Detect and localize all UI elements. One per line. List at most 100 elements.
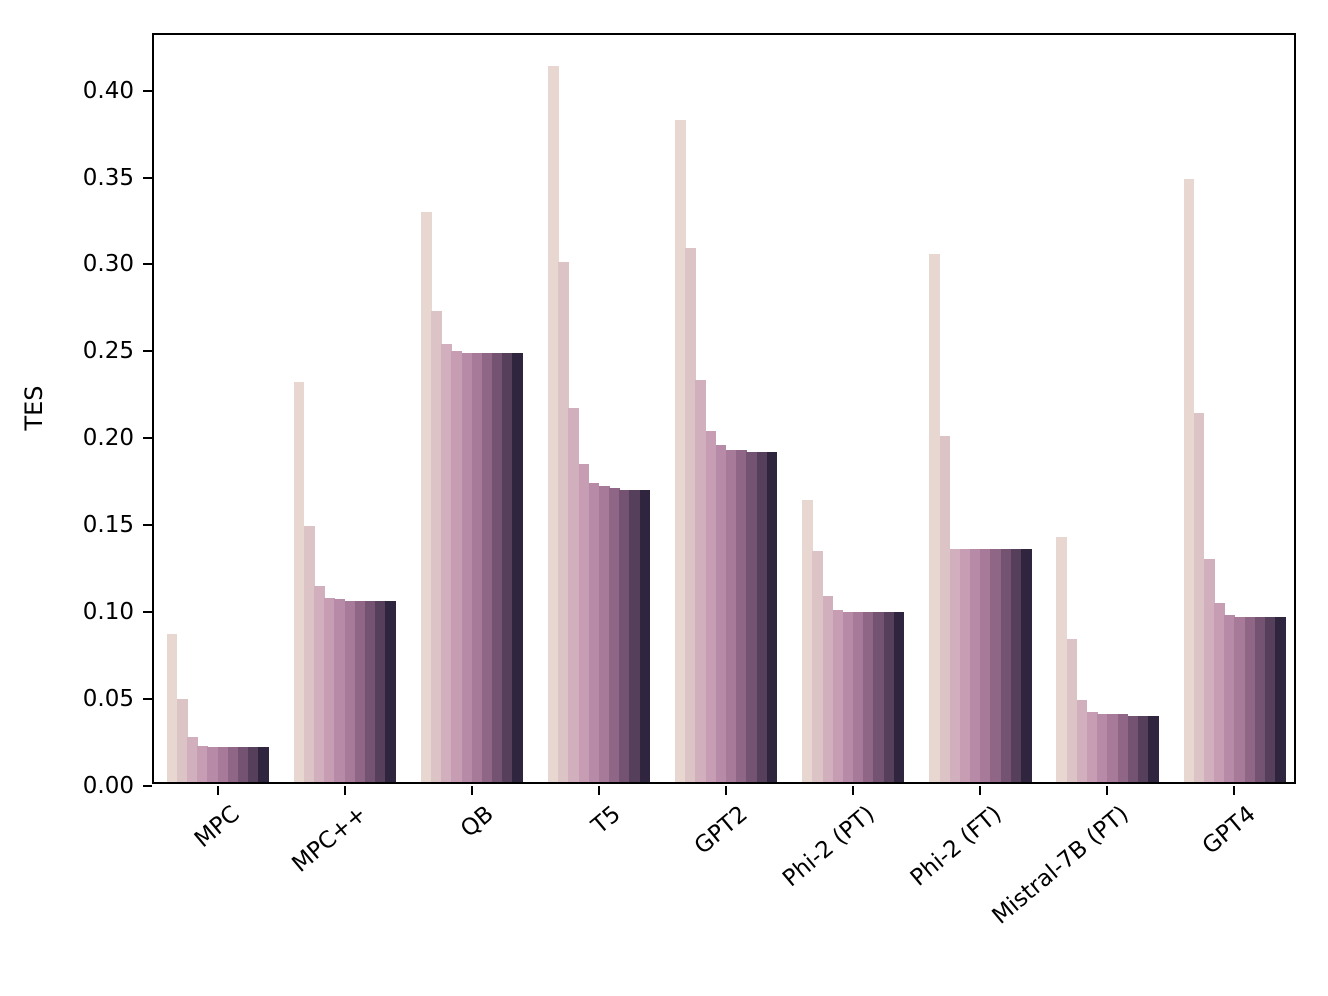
y-tick-label-0.30: 0.30 xyxy=(82,251,134,278)
bar-t5-7 xyxy=(609,488,620,782)
bar-phi-2-(pt)-6 xyxy=(853,611,864,782)
bar-qb-10 xyxy=(512,352,524,782)
bar-gpt2-6 xyxy=(726,449,737,782)
bar-phi-2-(pt)-2 xyxy=(812,550,824,782)
y-tick-label-0.35: 0.35 xyxy=(82,164,134,191)
x-tick-label-mpc++: MPC++ xyxy=(286,801,372,878)
bar-phi-2-(ft)-8 xyxy=(1000,549,1012,782)
y-tick-mark-0.35 xyxy=(143,176,152,179)
bar-mpc-5 xyxy=(207,747,219,782)
bar-gpt2-2 xyxy=(685,248,696,782)
bar-mistral-7b-(pt)-3 xyxy=(1076,700,1088,782)
bar-gpt2-4 xyxy=(705,430,717,782)
bar-mistral-7b-(pt)-7 xyxy=(1117,714,1129,782)
bar-gpt4-4 xyxy=(1214,602,1225,782)
bar-gpt2-8 xyxy=(746,451,757,782)
plot-area: 0.00 0.05 0.10 0.15 0.20 0.25 0.30 0.35 0.40 MPC M… xyxy=(83,33,1296,930)
bar-mistral-7b-(pt)-4 xyxy=(1086,712,1098,782)
y-tick-label-0.40: 0.40 xyxy=(82,77,134,104)
bar-mpc-1 xyxy=(166,634,178,782)
bar-mpc-6 xyxy=(217,747,229,782)
bar-qb-2 xyxy=(431,310,442,782)
bar-qb-7 xyxy=(481,352,493,782)
y-tick-mark-0.30 xyxy=(143,263,152,266)
bar-t5-2 xyxy=(558,262,569,782)
bar-phi-2-(pt)-9 xyxy=(883,611,895,782)
bar-mistral-7b-(pt)-1 xyxy=(1056,536,1068,782)
x-tick-mark-qb xyxy=(470,786,473,795)
bar-gpt4-1 xyxy=(1183,178,1195,782)
bar-mistral-7b-(pt)-9 xyxy=(1137,715,1149,782)
bar-gpt4-5 xyxy=(1224,615,1235,782)
bar-mpc-9 xyxy=(248,747,259,782)
x-tick-mark-phi-2-(ft) xyxy=(979,786,982,795)
bar-phi-2-(ft)-3 xyxy=(949,549,961,782)
x-tick-mark-mpc++ xyxy=(343,786,346,795)
bar-qb-4 xyxy=(451,350,463,782)
bar-t5-6 xyxy=(598,486,610,782)
x-tick-mark-mpc xyxy=(216,786,219,795)
bar-qb-8 xyxy=(492,352,503,782)
bar-gpt2-3 xyxy=(695,380,707,782)
bar-gpt2-5 xyxy=(715,444,727,782)
bar-phi-2-(pt)-8 xyxy=(873,611,885,782)
y-tick-label-0.15: 0.15 xyxy=(82,512,134,539)
y-tick-label-0.05: 0.05 xyxy=(82,686,134,713)
x-tick-label-mpc: MPC xyxy=(189,801,245,853)
bar-mpc-8 xyxy=(237,747,249,782)
bar-phi-2-(ft)-7 xyxy=(990,549,1002,782)
bar-qb-3 xyxy=(441,343,452,782)
bar-mpc-4 xyxy=(197,745,208,782)
bar-mpc-10 xyxy=(258,747,269,782)
bar-gpt4-3 xyxy=(1203,559,1215,782)
bar-t5-1 xyxy=(548,65,559,782)
bar-gpt4-8 xyxy=(1254,616,1266,782)
bar-t5-10 xyxy=(639,489,651,782)
bar-mpc++-10 xyxy=(385,601,396,782)
bar-phi-2-(pt)-10 xyxy=(893,611,905,782)
bar-t5-5 xyxy=(588,483,600,782)
x-tick-label-mistral-7b-(pt): Mistral-7B (PT) xyxy=(987,801,1135,930)
y-tick-mark-0.25 xyxy=(143,350,152,353)
bar-mistral-7b-(pt)-10 xyxy=(1148,715,1159,782)
bar-mpc-2 xyxy=(176,698,188,782)
bar-t5-4 xyxy=(578,463,590,782)
bar-gpt2-7 xyxy=(736,449,747,782)
bar-mistral-7b-(pt)-2 xyxy=(1066,639,1078,782)
bar-gpt2-9 xyxy=(756,451,768,782)
bar-gpt4-10 xyxy=(1275,616,1286,782)
x-tick-label-gpt2: GPT2 xyxy=(689,801,753,860)
x-tick-mark-t5 xyxy=(597,786,600,795)
bar-qb-1 xyxy=(420,211,432,782)
bar-mistral-7b-(pt)-6 xyxy=(1107,714,1118,782)
bar-mpc++-4 xyxy=(324,597,335,782)
bar-gpt4-7 xyxy=(1244,616,1256,782)
x-tick-label-phi-2-(pt): Phi-2 (PT) xyxy=(778,801,880,893)
x-tick-mark-gpt4 xyxy=(1233,786,1236,795)
y-tick-mark-0.40 xyxy=(143,89,152,92)
bar-phi-2-(ft)-4 xyxy=(959,549,971,782)
bar-mpc++-1 xyxy=(293,382,305,782)
bar-t5-3 xyxy=(568,408,580,782)
bar-phi-2-(pt)-5 xyxy=(842,611,854,782)
y-axis-title: TES xyxy=(20,385,48,431)
bar-mistral-7b-(pt)-5 xyxy=(1097,714,1108,782)
bar-mpc-3 xyxy=(187,736,198,782)
bar-mpc++-2 xyxy=(303,526,315,782)
bar-qb-6 xyxy=(471,352,483,782)
bar-mpc++-7 xyxy=(354,601,366,782)
bar-qb-9 xyxy=(502,352,513,782)
bar-phi-2-(ft)-2 xyxy=(939,436,951,782)
y-tick-mark-0.20 xyxy=(143,437,152,440)
bar-gpt4-2 xyxy=(1193,413,1205,782)
x-tick-label-t5: T5 xyxy=(586,801,626,840)
x-tick-mark-mistral-7b-(pt) xyxy=(1106,786,1109,795)
bar-mpc++-6 xyxy=(344,601,356,782)
bar-qb-5 xyxy=(461,352,473,782)
bar-mpc++-8 xyxy=(365,601,376,782)
bar-phi-2-(ft)-1 xyxy=(929,253,941,782)
bar-gpt2-1 xyxy=(675,119,686,782)
bar-mpc++-9 xyxy=(375,601,386,782)
x-tick-mark-phi-2-(pt) xyxy=(852,786,855,795)
